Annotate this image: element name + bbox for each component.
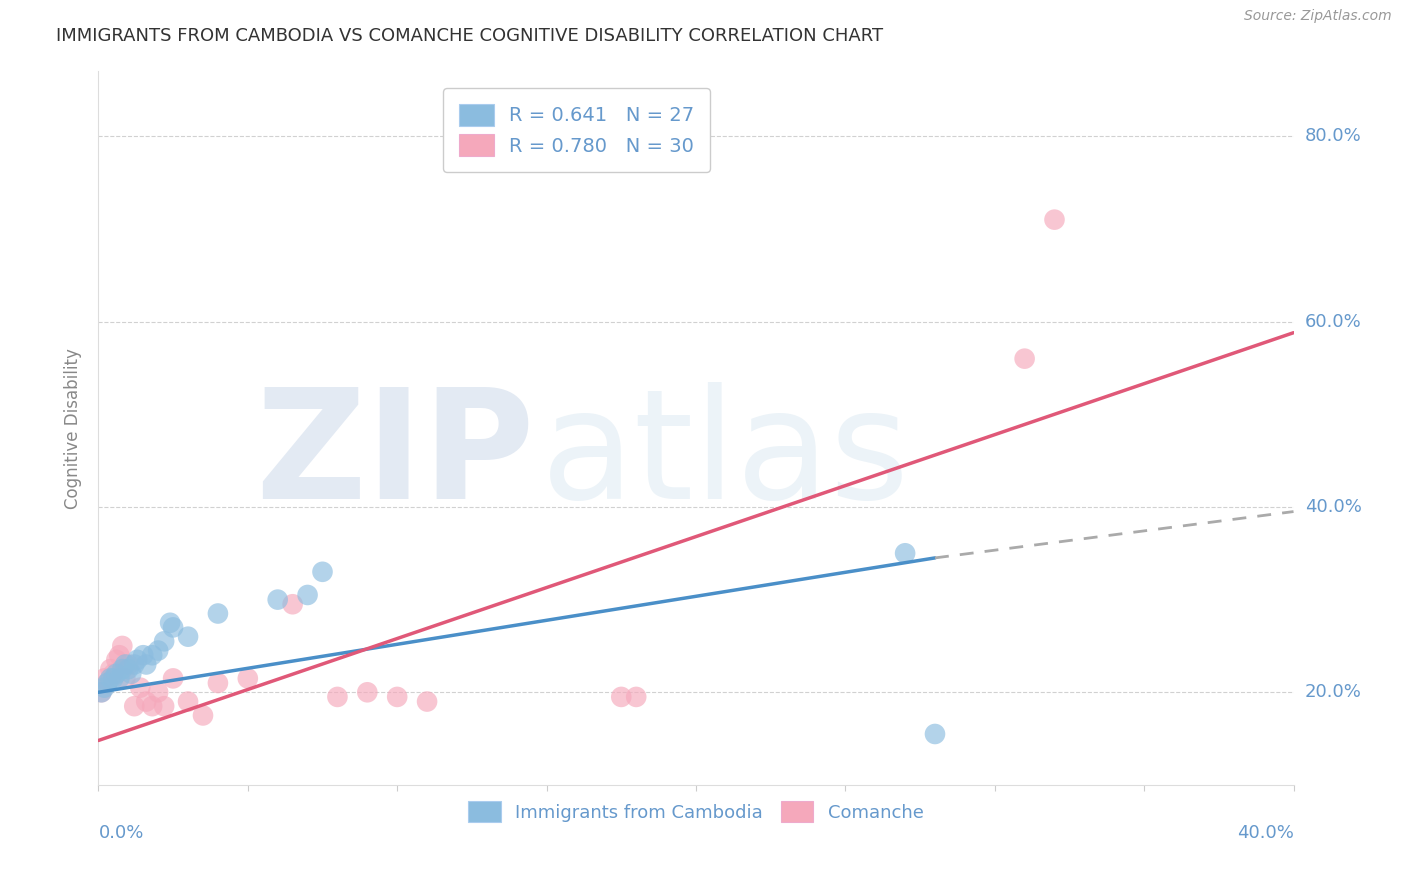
Point bbox=[96, 676, 118, 690]
Point bbox=[117, 657, 139, 672]
Point bbox=[105, 666, 128, 681]
Point bbox=[177, 630, 200, 644]
Point bbox=[96, 676, 118, 690]
Legend: Immigrants from Cambodia, Comanche: Immigrants from Cambodia, Comanche bbox=[461, 794, 931, 830]
Point bbox=[1014, 351, 1036, 366]
Text: 40.0%: 40.0% bbox=[1237, 824, 1294, 842]
Point bbox=[281, 597, 304, 611]
Y-axis label: Cognitive Disability: Cognitive Disability bbox=[65, 348, 83, 508]
Point bbox=[177, 694, 200, 708]
Point bbox=[114, 657, 136, 672]
Point bbox=[93, 672, 115, 686]
Text: 20.0%: 20.0% bbox=[1305, 683, 1361, 701]
Text: 60.0%: 60.0% bbox=[1305, 312, 1361, 331]
Point bbox=[153, 699, 176, 714]
Point bbox=[236, 672, 259, 686]
Point bbox=[191, 708, 214, 723]
Point bbox=[127, 653, 149, 667]
Point bbox=[103, 666, 125, 681]
Point bbox=[385, 690, 409, 704]
Point bbox=[1043, 212, 1066, 227]
Text: ZIP: ZIP bbox=[254, 382, 534, 532]
Point bbox=[93, 681, 115, 695]
Point bbox=[610, 690, 633, 704]
Point bbox=[267, 592, 290, 607]
Point bbox=[207, 607, 229, 621]
Point bbox=[90, 685, 112, 699]
Point bbox=[141, 648, 163, 663]
Text: 0.0%: 0.0% bbox=[98, 824, 143, 842]
Point bbox=[311, 565, 333, 579]
Point bbox=[162, 620, 184, 634]
Point bbox=[924, 727, 946, 741]
Point bbox=[114, 672, 136, 686]
Point bbox=[162, 672, 184, 686]
Point bbox=[416, 694, 439, 708]
Point bbox=[626, 690, 648, 704]
Text: 40.0%: 40.0% bbox=[1305, 498, 1361, 516]
Text: IMMIGRANTS FROM CAMBODIA VS COMANCHE COGNITIVE DISABILITY CORRELATION CHART: IMMIGRANTS FROM CAMBODIA VS COMANCHE COG… bbox=[56, 27, 883, 45]
Point bbox=[103, 672, 125, 686]
Point bbox=[124, 699, 146, 714]
Text: atlas: atlas bbox=[541, 382, 910, 532]
Point bbox=[141, 699, 163, 714]
Point bbox=[148, 643, 170, 657]
Point bbox=[356, 685, 378, 699]
Point bbox=[98, 662, 122, 676]
Point bbox=[132, 648, 155, 663]
Point bbox=[148, 685, 170, 699]
Point bbox=[117, 662, 139, 676]
Point bbox=[108, 648, 131, 663]
Point bbox=[135, 694, 157, 708]
Point bbox=[894, 546, 917, 560]
Point bbox=[297, 588, 319, 602]
Point bbox=[120, 666, 142, 681]
Point bbox=[159, 615, 181, 630]
Point bbox=[111, 639, 134, 653]
Point bbox=[124, 657, 146, 672]
Point bbox=[105, 653, 128, 667]
Point bbox=[108, 672, 131, 686]
Point bbox=[90, 685, 112, 699]
Text: Source: ZipAtlas.com: Source: ZipAtlas.com bbox=[1244, 9, 1392, 23]
Point bbox=[135, 657, 157, 672]
Point bbox=[111, 662, 134, 676]
Point bbox=[326, 690, 349, 704]
Point bbox=[153, 634, 176, 648]
Point bbox=[207, 676, 229, 690]
Text: 80.0%: 80.0% bbox=[1305, 128, 1361, 145]
Point bbox=[98, 672, 122, 686]
Point bbox=[129, 681, 152, 695]
